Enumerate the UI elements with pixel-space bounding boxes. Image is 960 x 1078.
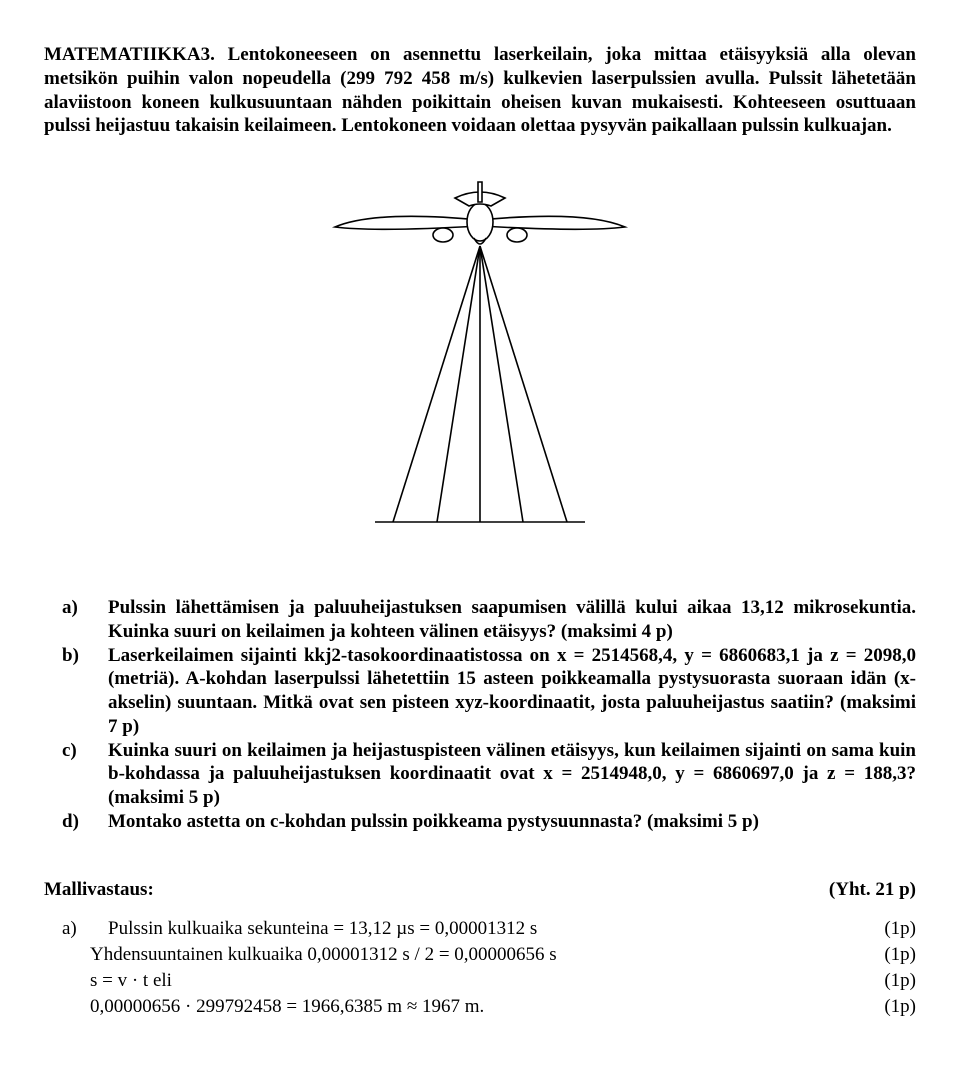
question-text: Laserkeilaimen sijainti kkj2-tasokoordin… [108,644,916,739]
question-text: Kuinka suuri on keilaimen ja heijastuspi… [108,739,916,810]
question-marker: b) [44,644,108,739]
figure-container [44,172,916,552]
question-marker: d) [44,810,108,834]
answer-text: Yhdensuuntainen kulkuaika 0,00001312 s /… [90,943,557,967]
model-answer-label: Mallivastaus: [44,878,154,902]
answer-text: s = v · t eli [90,969,172,993]
model-answer-total: (Yht. 21 p) [829,878,916,902]
question-text: Montako astetta on c-kohdan pulssin poik… [108,810,916,834]
answer-row: 0,00000656 · 299792458 = 1966,6385 m ≈ 1… [90,995,916,1019]
problem-intro: MATEMATIIKKA3. Lentokoneeseen on asennet… [44,43,916,138]
answer-text: Pulssin kulkuaika sekunteina = 13,12 µs … [108,917,537,941]
answer-list: a) Pulssin kulkuaika sekunteina = 13,12 … [44,917,916,941]
question-b: b) Laserkeilaimen sijainti kkj2-tasokoor… [44,644,916,739]
answer-row: Pulssin kulkuaika sekunteina = 13,12 µs … [108,917,916,941]
answer-points: (1p) [864,943,916,967]
question-a: a) Pulssin lähettämisen ja paluuheijastu… [44,596,916,644]
answer-points: (1p) [864,969,916,993]
answer-marker: a) [44,917,108,941]
question-marker: a) [44,596,108,644]
question-list: a) Pulssin lähettämisen ja paluuheijastu… [44,596,916,834]
answer-points: (1p) [864,995,916,1019]
question-text: Pulssin lähettämisen ja paluuheijastukse… [108,596,916,644]
answer-text: 0,00000656 · 299792458 = 1966,6385 m ≈ 1… [90,995,484,1019]
answer-a: a) Pulssin kulkuaika sekunteina = 13,12 … [44,917,916,941]
question-c: c) Kuinka suuri on keilaimen ja heijastu… [44,739,916,810]
answer-row: Yhdensuuntainen kulkuaika 0,00001312 s /… [90,943,916,967]
answer-points: (1p) [864,917,916,941]
question-d: d) Montako astetta on c-kohdan pulssin p… [44,810,916,834]
model-answer-header: Mallivastaus: (Yht. 21 p) [44,878,916,902]
airplane-scanner-figure [315,172,645,552]
problem-title: MATEMATIIKKA3. [44,44,228,65]
question-marker: c) [44,739,108,810]
answer-row: s = v · t eli (1p) [90,969,916,993]
